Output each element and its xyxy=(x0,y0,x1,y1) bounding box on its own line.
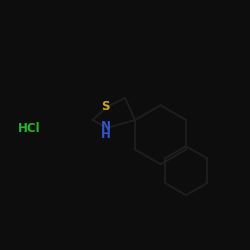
Text: S: S xyxy=(102,100,110,114)
Text: N: N xyxy=(101,120,111,134)
Text: H: H xyxy=(101,128,111,141)
Text: HCl: HCl xyxy=(18,122,41,134)
